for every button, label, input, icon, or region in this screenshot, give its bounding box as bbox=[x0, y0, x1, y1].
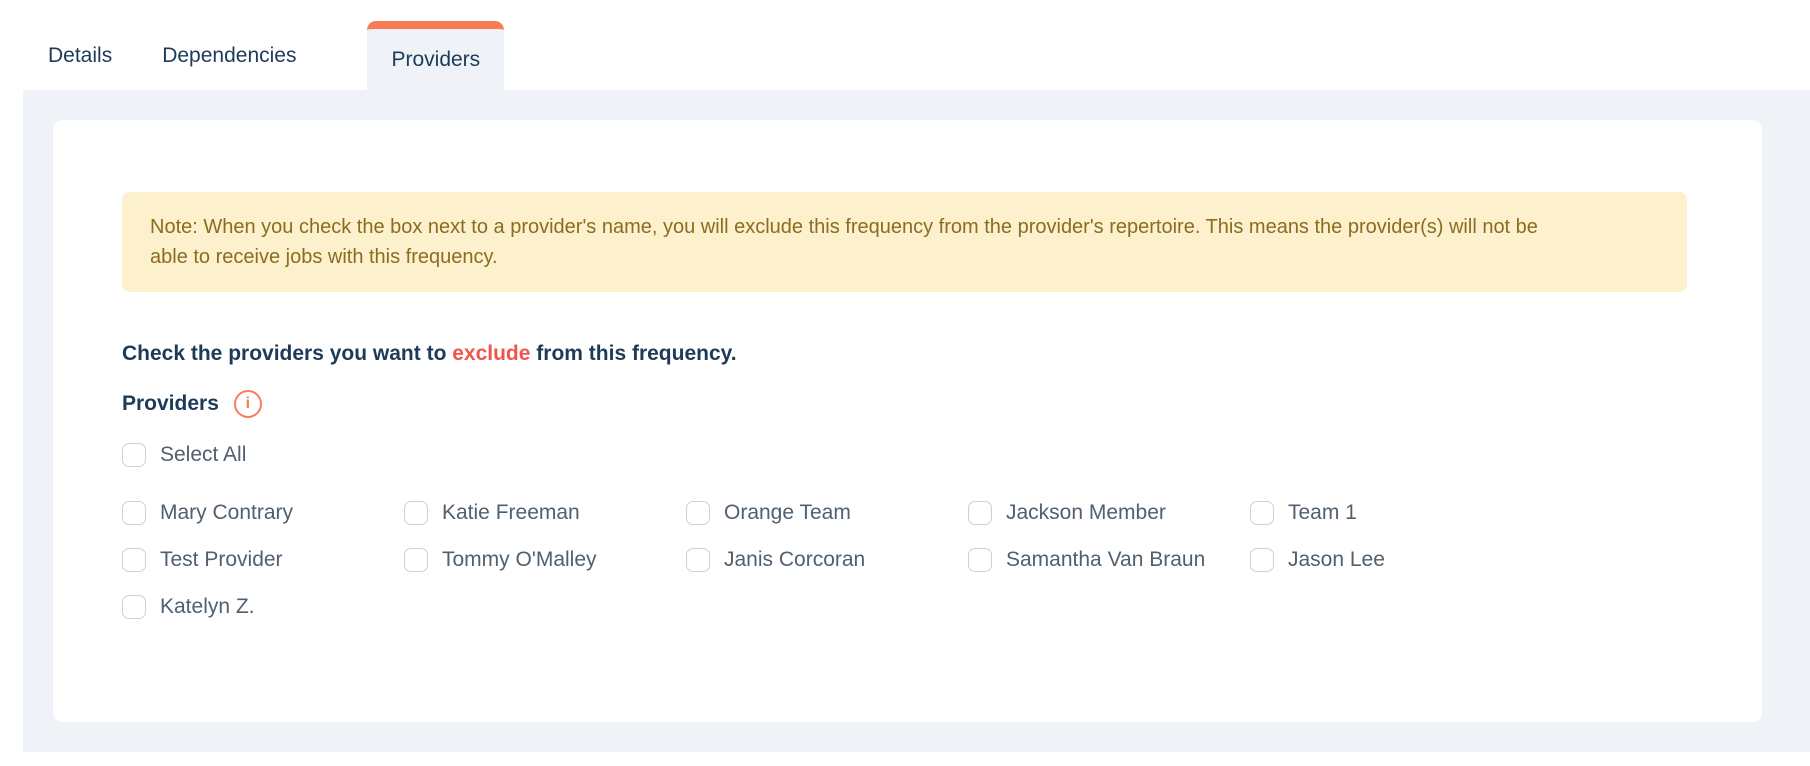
instruction-text: Check the providers you want to exclude … bbox=[122, 342, 1687, 366]
providers-card: Note: When you check the box next to a p… bbox=[53, 120, 1762, 722]
provider-option[interactable]: Katelyn Z. bbox=[122, 592, 404, 622]
provider-label: Jason Lee bbox=[1288, 548, 1385, 571]
provider-option[interactable]: Mary Contrary bbox=[122, 498, 404, 528]
provider-option[interactable]: Team 1 bbox=[1250, 498, 1687, 528]
provider-option[interactable]: Jackson Member bbox=[968, 498, 1250, 528]
provider-label: Jackson Member bbox=[1006, 501, 1166, 524]
provider-label: Samantha Van Braun bbox=[1006, 548, 1206, 571]
instruction-suffix: from this frequency. bbox=[530, 342, 737, 365]
provider-label: Katelyn Z. bbox=[160, 595, 255, 618]
tab-details[interactable]: Details bbox=[48, 43, 113, 67]
providers-grid: Mary Contrary Katie Freeman Orange Team Jac… bbox=[122, 498, 1687, 622]
content-panel: Note: When you check the box next to a p… bbox=[23, 90, 1810, 752]
provider-option[interactable]: Test Provider bbox=[122, 545, 404, 575]
select-all-checkbox[interactable] bbox=[122, 443, 146, 467]
provider-checkbox[interactable] bbox=[122, 501, 146, 525]
provider-checkbox[interactable] bbox=[404, 548, 428, 572]
provider-checkbox[interactable] bbox=[122, 595, 146, 619]
select-all-label: Select All bbox=[160, 443, 247, 466]
provider-option[interactable]: Katie Freeman bbox=[404, 498, 686, 528]
provider-checkbox[interactable] bbox=[404, 501, 428, 525]
provider-checkbox[interactable] bbox=[968, 501, 992, 525]
provider-label: Katie Freeman bbox=[442, 501, 580, 524]
provider-option[interactable]: Orange Team bbox=[686, 498, 968, 528]
provider-checkbox[interactable] bbox=[686, 548, 710, 572]
provider-option[interactable]: Janis Corcoran bbox=[686, 545, 968, 575]
provider-label: Mary Contrary bbox=[160, 501, 294, 524]
instruction-prefix: Check the providers you want to bbox=[122, 342, 453, 365]
provider-checkbox[interactable] bbox=[968, 548, 992, 572]
provider-checkbox[interactable] bbox=[1250, 548, 1274, 572]
provider-label: Team 1 bbox=[1288, 501, 1357, 524]
note-text: Note: When you check the box next to a p… bbox=[150, 216, 1538, 268]
provider-label: Test Provider bbox=[160, 548, 283, 571]
providers-heading: Providers bbox=[122, 392, 219, 415]
provider-checkbox[interactable] bbox=[122, 548, 146, 572]
instruction-exclude-word: exclude bbox=[452, 342, 531, 365]
provider-label: Tommy O'Malley bbox=[442, 548, 597, 571]
provider-label: Orange Team bbox=[724, 501, 851, 524]
provider-checkbox[interactable] bbox=[1250, 501, 1274, 525]
providers-header: Providers i bbox=[122, 390, 1687, 418]
tab-bar: Details Dependencies Providers bbox=[0, 0, 1810, 90]
select-all-option[interactable]: Select All bbox=[122, 440, 1687, 470]
tab-dependencies[interactable]: Dependencies bbox=[162, 43, 297, 67]
tab-providers[interactable]: Providers bbox=[367, 21, 505, 90]
info-icon[interactable]: i bbox=[233, 390, 262, 418]
provider-option[interactable]: Samantha Van Braun bbox=[968, 545, 1250, 575]
provider-label: Janis Corcoran bbox=[724, 548, 866, 571]
provider-checkbox[interactable] bbox=[686, 501, 710, 525]
provider-option[interactable]: Jason Lee bbox=[1250, 545, 1687, 575]
provider-option[interactable]: Tommy O'Malley bbox=[404, 545, 686, 575]
note-banner: Note: When you check the box next to a p… bbox=[122, 192, 1687, 292]
